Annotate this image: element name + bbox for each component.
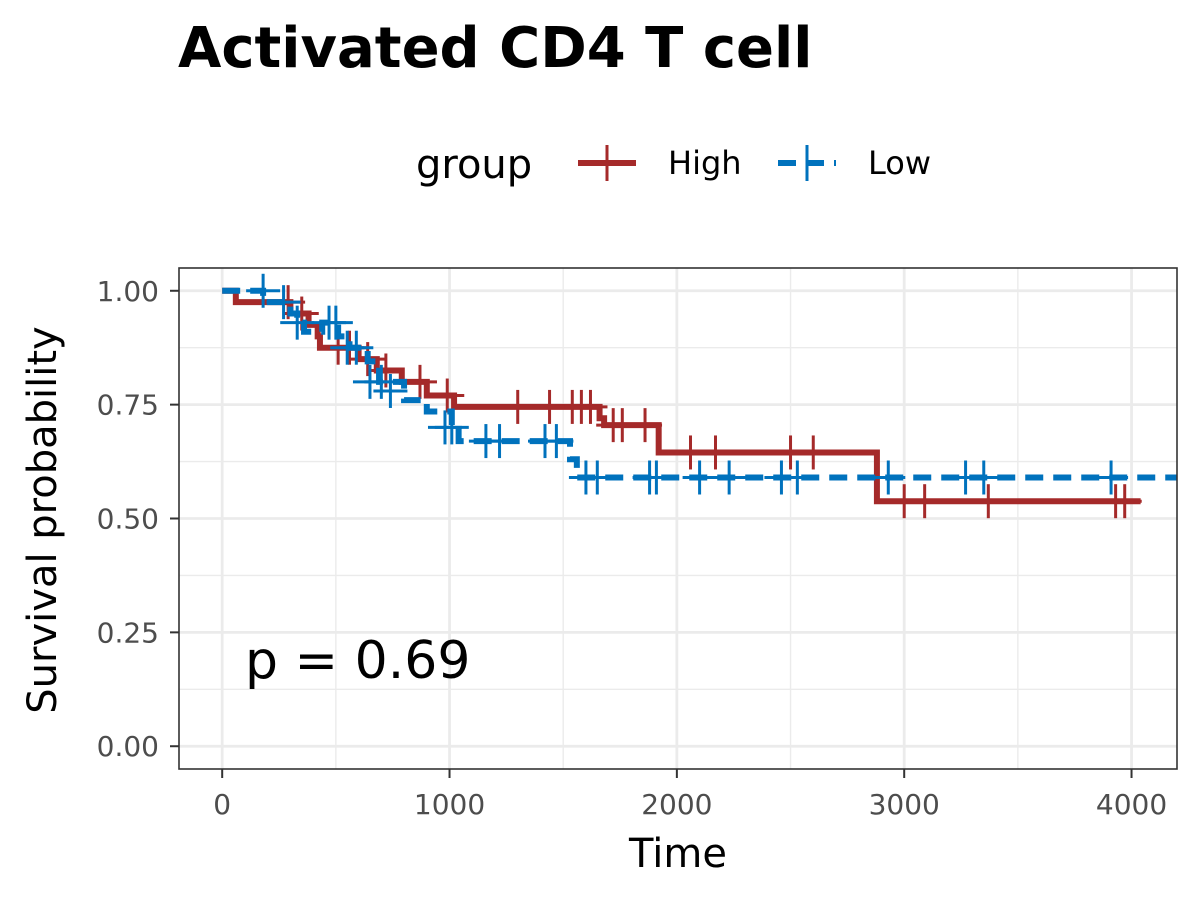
chart-title: Activated CD4 T cell (178, 16, 812, 81)
legend: group High Low (416, 142, 931, 188)
legend-item-low: Low (778, 144, 931, 182)
censor-mark-high (628, 408, 663, 443)
censor-mark-high (430, 378, 465, 413)
y-tick-label: 1.00 (97, 275, 159, 308)
censor-mark-low (780, 460, 815, 495)
censor-mark-low (482, 424, 517, 459)
censor-mark-low (539, 424, 574, 459)
censor-mark-low (339, 330, 374, 365)
censor-mark-low (966, 460, 1001, 495)
x-axis-title: Time (628, 831, 727, 877)
censor-mark-high (573, 389, 608, 424)
x-tick-label: 4000 (1096, 788, 1167, 821)
censor-mark-high (698, 435, 733, 470)
censor-mark-high (402, 364, 437, 399)
censor-mark-low (580, 460, 615, 495)
censor-mark-low (639, 460, 674, 495)
legend-label-high: High (668, 144, 742, 182)
censor-mark-low (1094, 460, 1129, 495)
censor-mark-high (907, 484, 942, 519)
p-value-annotation: p = 0.69 (245, 631, 470, 691)
censor-mark-low (280, 305, 315, 340)
censor-mark-low (373, 373, 408, 408)
censor-mark-high (1107, 484, 1142, 519)
censor-mark-low (266, 285, 301, 320)
y-tick-label: 0.75 (97, 389, 159, 422)
x-tick-label: 2000 (641, 788, 712, 821)
x-tick-label: 1000 (414, 788, 485, 821)
legend-title: group (416, 142, 532, 188)
censor-mark-low (712, 460, 747, 495)
censor-mark-low (364, 364, 399, 399)
censor-mark-high (971, 484, 1006, 519)
legend-label-low: Low (868, 144, 931, 182)
x-tick-label: 3000 (869, 788, 940, 821)
censor-mark-low (434, 410, 469, 445)
x-tick-label: 0 (213, 788, 231, 821)
censor-mark-low (246, 273, 281, 308)
censor-mark-low (682, 460, 717, 495)
censor-mark-high (500, 389, 535, 424)
y-axis-title: Survival probability (20, 326, 66, 713)
censor-mark-low (871, 460, 906, 495)
censor-mark-low (318, 305, 353, 340)
y-tick-label: 0.25 (97, 616, 159, 649)
y-tick-label: 0.50 (97, 503, 159, 536)
y-tick-label: 0.00 (97, 730, 159, 763)
legend-item-high: High (578, 144, 742, 182)
censor-mark-high (796, 435, 831, 470)
